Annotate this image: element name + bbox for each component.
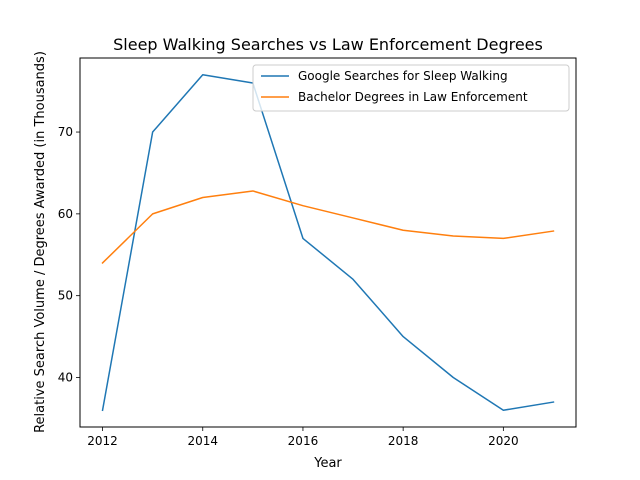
x-tick-label: 2014: [187, 434, 218, 448]
series-line-1: [101, 190, 555, 265]
y-axis-ticks: 40 50 60 70: [58, 125, 80, 385]
series-group: [101, 190, 555, 265]
plot-area-frame: [79, 57, 577, 428]
chart-title: Sleep Walking Searches vs Law Enforcemen…: [113, 35, 543, 54]
y-tick-label: 40: [58, 371, 73, 385]
series-line-0: [101, 74, 555, 412]
legend: Google Searches for Sleep Walking Bachel…: [252, 64, 570, 112]
x-axis-label: Year: [313, 456, 342, 471]
x-tick-label: 2016: [288, 434, 319, 448]
y-tick-label: 60: [58, 207, 73, 221]
legend-label-law-enforcement: Bachelor Degrees in Law Enforcement: [298, 90, 528, 104]
y-tick-label: 70: [58, 125, 73, 139]
x-axis-ticks: 2012 2014 2016 2018 2020: [87, 427, 519, 448]
x-tick-label: 2018: [388, 434, 419, 448]
x-tick-label: 2012: [87, 434, 118, 448]
legend-label-sleep-walking: Google Searches for Sleep Walking: [298, 69, 508, 83]
x-tick-label: 2020: [488, 434, 519, 448]
series-group: [101, 74, 555, 412]
series-layer: [101, 74, 555, 412]
y-axis-label: Relative Search Volume / Degrees Awarded…: [33, 51, 48, 433]
legend-box: [252, 64, 570, 112]
y-tick-label: 50: [58, 289, 73, 303]
